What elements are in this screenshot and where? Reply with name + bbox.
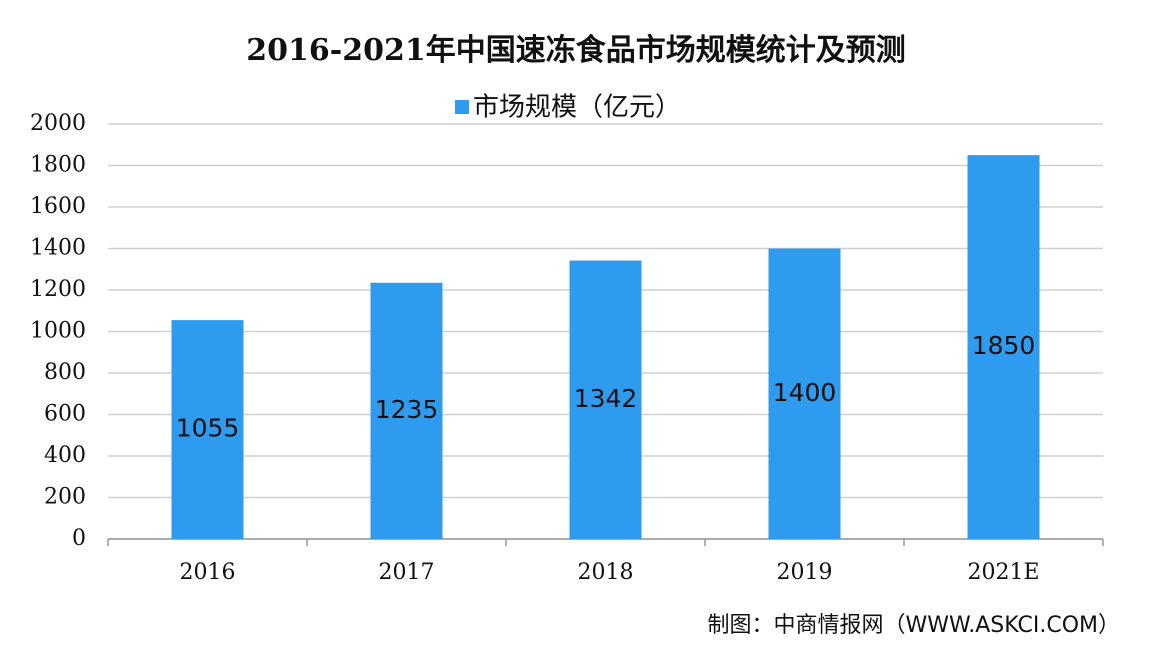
x-tick-label: 2021E bbox=[967, 560, 1039, 585]
chart-title: 2016-2021年中国速冻食品市场规模统计及预测 bbox=[246, 33, 905, 68]
y-tick-label: 600 bbox=[44, 402, 86, 427]
legend-swatch bbox=[455, 100, 469, 114]
bar bbox=[768, 248, 841, 539]
x-tick-label: 2019 bbox=[777, 560, 833, 585]
source-note: 制图：中商情报网（WWW.ASKCI.COM） bbox=[708, 613, 1120, 638]
y-tick-label: 0 bbox=[72, 526, 86, 551]
bar bbox=[569, 260, 642, 539]
bar bbox=[171, 320, 244, 539]
x-tick-label: 2017 bbox=[379, 560, 435, 585]
bar bbox=[967, 155, 1040, 539]
x-tick-label: 2018 bbox=[578, 560, 634, 585]
data-label: 1850 bbox=[972, 331, 1036, 360]
bar bbox=[370, 282, 443, 539]
y-tick-label: 1200 bbox=[30, 277, 86, 302]
y-tick-label: 1800 bbox=[30, 153, 86, 178]
x-tick-label: 2016 bbox=[180, 560, 236, 585]
y-tick-label: 800 bbox=[44, 360, 86, 385]
data-label: 1400 bbox=[773, 378, 837, 407]
data-label: 1342 bbox=[574, 384, 638, 413]
legend-label: 市场规模（亿元） bbox=[473, 93, 681, 123]
y-tick-label: 1400 bbox=[30, 236, 86, 261]
data-label: 1055 bbox=[176, 414, 240, 443]
y-tick-label: 1000 bbox=[30, 319, 86, 344]
y-tick-label: 400 bbox=[44, 443, 86, 468]
y-tick-label: 1600 bbox=[30, 194, 86, 219]
data-label: 1235 bbox=[375, 395, 439, 424]
y-tick-label: 2000 bbox=[30, 111, 86, 136]
y-tick-label: 200 bbox=[44, 485, 86, 510]
